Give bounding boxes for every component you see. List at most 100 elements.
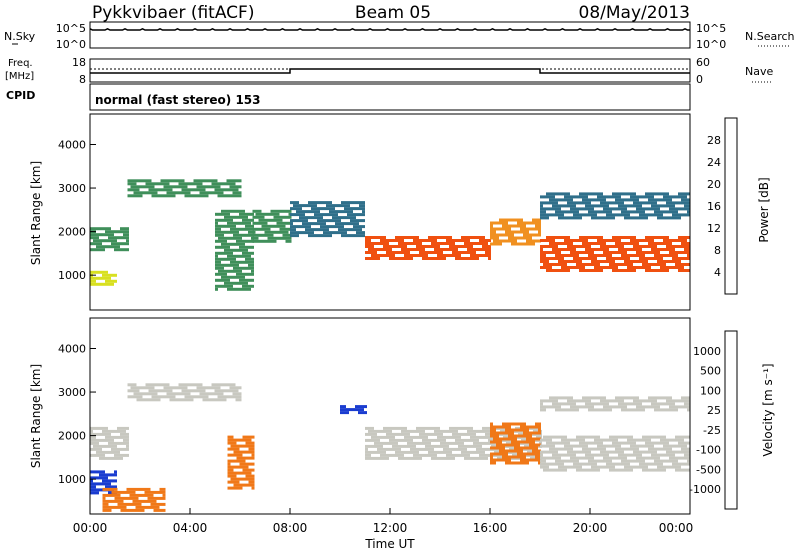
power-cell bbox=[251, 272, 254, 276]
power-cell bbox=[258, 218, 262, 222]
velocity-cell bbox=[93, 453, 96, 457]
velocity-cell bbox=[163, 395, 167, 399]
velocity-cell bbox=[99, 432, 102, 436]
power-cell bbox=[678, 251, 681, 254]
power-cell bbox=[606, 251, 609, 254]
velocity-cell bbox=[123, 505, 127, 509]
power-cell bbox=[160, 188, 164, 192]
power-cell bbox=[181, 182, 185, 186]
velocity-cell bbox=[660, 438, 663, 442]
power-cell bbox=[558, 207, 561, 211]
velocity-cell bbox=[141, 508, 145, 512]
velocity-cell bbox=[555, 462, 558, 466]
power-cell bbox=[651, 239, 654, 242]
velocity-cell bbox=[132, 493, 136, 497]
power-cell bbox=[446, 236, 449, 239]
velocity-cell bbox=[624, 453, 627, 457]
power-cell bbox=[600, 245, 603, 248]
velocity-cell bbox=[669, 444, 672, 448]
velocity-cell bbox=[546, 465, 549, 469]
velocity-cell bbox=[150, 490, 154, 494]
power-cell bbox=[208, 179, 212, 183]
power-cell bbox=[579, 236, 582, 239]
power-cell bbox=[326, 201, 329, 205]
power-cell bbox=[133, 191, 137, 195]
velocity-cell bbox=[123, 508, 127, 512]
power-cell bbox=[585, 269, 588, 272]
power-cell bbox=[672, 216, 675, 220]
power-cell bbox=[239, 272, 242, 276]
velocity-cell bbox=[227, 435, 231, 439]
power-cell bbox=[386, 251, 389, 254]
power-cell bbox=[552, 251, 555, 254]
power-cell bbox=[612, 269, 615, 272]
power-cell bbox=[154, 182, 158, 186]
power-cell bbox=[479, 242, 482, 245]
velocity-cell bbox=[615, 456, 618, 460]
power-cell bbox=[305, 219, 308, 223]
power-cell bbox=[672, 201, 675, 205]
power-cell bbox=[609, 266, 612, 269]
power-cell bbox=[383, 236, 386, 239]
power-cell bbox=[242, 221, 245, 225]
velocity-cell bbox=[529, 431, 532, 435]
power-cell bbox=[570, 248, 573, 251]
power-cell bbox=[374, 242, 377, 245]
velocity-cell bbox=[630, 459, 633, 463]
velocity-cell bbox=[428, 441, 431, 445]
velocity-cell bbox=[392, 432, 395, 436]
velocity-cell bbox=[211, 398, 215, 402]
power-cell bbox=[258, 233, 262, 237]
velocity-cell bbox=[618, 450, 621, 454]
power-cell bbox=[362, 204, 365, 208]
power-cell bbox=[377, 257, 380, 260]
velocity-cell bbox=[117, 453, 120, 457]
power-cell bbox=[245, 272, 248, 276]
power-cell bbox=[359, 201, 362, 205]
velocity-cell bbox=[600, 444, 603, 448]
power-cell bbox=[588, 236, 591, 239]
power-cell bbox=[657, 204, 660, 208]
velocity-cell bbox=[458, 438, 461, 442]
power-cell bbox=[230, 275, 233, 279]
velocity-cell bbox=[473, 444, 476, 448]
power-cell bbox=[338, 219, 341, 223]
power-cell bbox=[359, 228, 362, 232]
velocity-cell bbox=[552, 456, 555, 460]
power-cell bbox=[218, 224, 221, 228]
power-cell bbox=[371, 251, 374, 254]
power-cell bbox=[416, 236, 419, 239]
velocity-cell bbox=[242, 468, 246, 472]
velocity-cell bbox=[627, 402, 630, 406]
velocity-cell bbox=[503, 435, 506, 439]
velocity-cell bbox=[633, 453, 636, 457]
velocity-cell bbox=[582, 462, 585, 466]
velocity-cell bbox=[251, 462, 255, 466]
power-cell bbox=[678, 266, 681, 269]
velocity-cell bbox=[657, 441, 660, 445]
power-cell bbox=[642, 263, 645, 266]
power-cell bbox=[255, 212, 259, 216]
velocity-cell bbox=[117, 502, 121, 506]
power-cell bbox=[407, 236, 410, 239]
power-cell bbox=[540, 248, 543, 251]
power-cell bbox=[353, 213, 356, 217]
power-cell bbox=[597, 195, 600, 199]
power-cell bbox=[353, 201, 356, 205]
velocity-cell bbox=[135, 505, 139, 509]
velocity-cell bbox=[552, 399, 555, 403]
velocity-cell bbox=[90, 476, 93, 480]
power-cell bbox=[224, 230, 227, 234]
velocity-cell bbox=[230, 453, 234, 457]
power-cell bbox=[588, 245, 591, 248]
velocity-cell bbox=[672, 450, 675, 454]
power-cell bbox=[133, 179, 137, 183]
power-cell bbox=[594, 210, 597, 214]
power-cell bbox=[681, 245, 684, 248]
power-cell bbox=[302, 222, 305, 226]
power-cell bbox=[594, 242, 597, 245]
power-cell bbox=[221, 272, 224, 276]
power-cell bbox=[190, 194, 194, 198]
power-cell bbox=[535, 224, 538, 228]
velocity-cell bbox=[371, 438, 374, 442]
